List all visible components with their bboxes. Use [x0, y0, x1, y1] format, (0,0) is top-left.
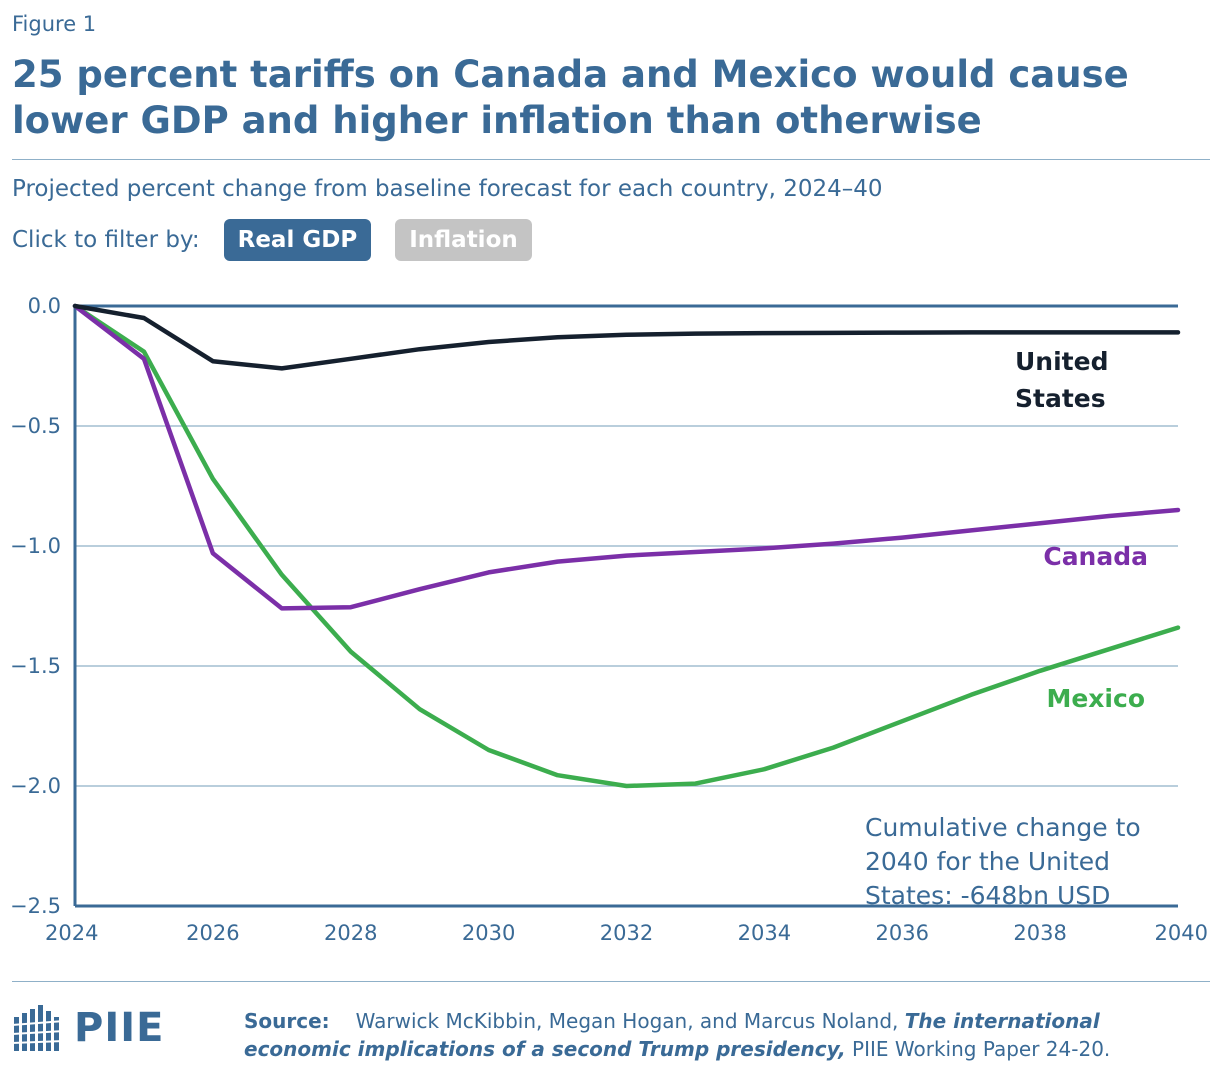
- series-line-mexico: [72, 303, 1181, 789]
- source-authors: Warwick McKibbin, Megan Hogan, and Marcu…: [355, 1009, 899, 1033]
- x-tick-label: 2038: [1013, 921, 1066, 945]
- x-tick-label: 2024: [45, 921, 98, 945]
- source-title[interactable]: The international economic implications …: [244, 1009, 1100, 1061]
- x-tick-label: 2034: [738, 921, 791, 945]
- series-labels: United States Canada Mexico: [1015, 347, 1148, 713]
- annotation-line: States: -648bn USD: [865, 881, 1110, 910]
- axes: [73, 304, 1178, 908]
- filter-label: Click to filter by:: [12, 227, 200, 253]
- series-label-mexico: Mexico: [1046, 684, 1145, 713]
- filter-bar: Click to filter by: Real GDP Inflation: [12, 219, 556, 261]
- x-tick-label: 2028: [324, 921, 377, 945]
- line-chart: 0.0 −0.5 −1.0 −1.5 −2.0 −2.5 2024 2026 2028 2030 2…: [10, 294, 1208, 945]
- series-line-canada: [72, 303, 1181, 611]
- piie-building-icon: [12, 1005, 64, 1051]
- annotation: Cumulative change to 2040 for the United S…: [865, 813, 1141, 910]
- chart-title: 25 percent tariffs on Canada and Mexico …: [12, 53, 1129, 142]
- x-tick-label: 2026: [186, 921, 239, 945]
- series-line-united-states: [72, 303, 1181, 371]
- y-tick-label: −2.0: [10, 774, 61, 798]
- piie-logo[interactable]: PIIE: [12, 1003, 172, 1053]
- series-lines: [72, 303, 1181, 789]
- y-tick-label: 0.0: [28, 294, 61, 318]
- x-tick-label: 2040: [1155, 921, 1208, 945]
- series-label-canada: Canada: [1043, 542, 1148, 571]
- x-tick-label: 2030: [462, 921, 515, 945]
- series-label-united-states: United: [1015, 347, 1108, 376]
- bottom-divider: [12, 981, 1210, 982]
- x-tick-label: 2032: [600, 921, 653, 945]
- y-tick-label: −1.5: [10, 654, 61, 678]
- filter-real-gdp-button[interactable]: Real GDP: [223, 219, 372, 261]
- annotation-line: 2040 for the United: [865, 847, 1110, 876]
- source-label: Source:: [244, 1009, 330, 1033]
- y-tick-label: −2.5: [10, 894, 61, 918]
- figure-label: Figure 1: [12, 12, 97, 36]
- chart-subtitle: Projected percent change from baseline f…: [12, 176, 883, 202]
- filter-inflation-button[interactable]: Inflation: [395, 219, 532, 261]
- source-suffix: PIIE Working Paper 24-20.: [852, 1037, 1111, 1061]
- top-divider: [12, 159, 1210, 160]
- logo-text: PIIE: [74, 1005, 165, 1051]
- source-note: Source: Warwick McKibbin, Megan Hogan, an…: [244, 1007, 1204, 1063]
- footer: PIIE Source: Warwick McKibbin, Megan Hoga…: [12, 995, 1212, 1065]
- series-label-united-states: States: [1015, 384, 1106, 413]
- y-tick-label: −0.5: [10, 414, 61, 438]
- x-tick-label: 2036: [876, 921, 929, 945]
- y-tick-label: −1.0: [10, 534, 61, 558]
- tick-labels: 0.0 −0.5 −1.0 −1.5 −2.0 −2.5 2024 2026 2028 2030 2…: [10, 294, 1208, 945]
- annotation-line: Cumulative change to: [865, 813, 1141, 842]
